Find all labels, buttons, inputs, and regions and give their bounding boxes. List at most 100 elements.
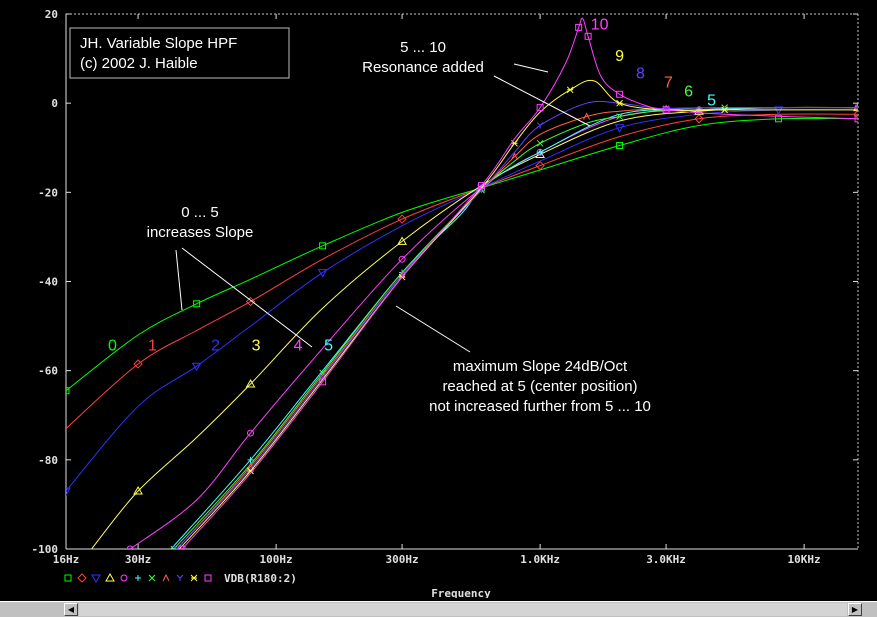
series-8 [173,99,858,549]
data-marker [319,242,327,250]
data-marker [535,149,545,158]
data-marker [120,574,128,582]
data-marker [176,574,184,581]
curve-label-5: 5 [324,338,333,355]
data-marker [170,545,178,549]
y-tick-label: -20 [38,186,58,199]
x-tick-label: 3.0KHz [646,553,686,566]
data-marker [77,573,87,583]
curve-label-1: 1 [148,338,157,355]
curve-label-5: 5 [707,92,716,109]
series-line [170,106,858,549]
data-marker [133,486,143,495]
series-line [173,106,858,549]
data-marker [397,214,407,224]
data-marker [190,574,198,582]
x-tick-label: 1.0KHz [520,553,560,566]
data-marker [247,456,254,463]
annotation-box-title [69,27,290,79]
data-marker [537,149,544,156]
data-marker [536,122,544,129]
series-5 [170,104,858,549]
data-marker [135,575,141,581]
series-9 [178,79,858,549]
leader-line [181,247,313,348]
annotation-resonance-line: 5 ... 10 [400,39,446,56]
curve-label-2: 2 [211,338,220,355]
annotation-maxslope-line: maximum Slope 24dB/Oct [453,358,628,375]
data-marker [133,359,143,369]
data-marker [536,104,544,112]
scroll-right-arrow-icon[interactable]: ▶ [848,603,862,616]
annotation-slope-line: increases Slope [147,224,254,241]
data-marker [64,574,72,582]
data-marker [398,270,406,279]
data-marker [614,124,625,133]
legend-trace-name: VDB(R180:2) [224,572,297,585]
data-marker [566,86,574,94]
series-line [66,117,858,392]
annotation-maxslope-line: not increased further from 5 ... 10 [429,398,651,415]
series-line [91,106,858,549]
leader-line [493,75,591,127]
data-marker [245,296,256,307]
annotation-resonance-line: Resonance added [362,59,484,76]
curve-label-10: 10 [591,17,609,34]
leader-line [513,63,549,73]
y-tick-label: 20 [45,8,58,21]
scroll-track[interactable] [79,603,847,616]
data-marker [245,379,256,388]
x-tick-label: 16Hz [53,553,80,566]
data-marker [478,182,486,190]
data-marker [616,90,624,98]
data-marker [178,545,186,549]
data-marker [584,32,592,40]
data-marker [535,160,545,171]
horizontal-scrollbar[interactable]: ◀ ▶ [0,601,877,617]
data-marker [662,106,670,114]
series-line [129,106,858,549]
series-1 [66,109,858,429]
series-6 [170,104,858,549]
y-tick-label: 0 [51,97,58,110]
series-line [66,113,858,429]
data-marker [853,109,858,120]
data-marker [854,104,858,111]
x-tick-label: 10KHz [788,553,821,566]
plot-frame [65,13,859,550]
series-line [178,79,858,549]
data-marker [616,113,623,120]
series-10 [178,17,858,549]
data-marker [317,269,328,278]
data-marker [126,545,134,549]
data-marker [193,300,201,308]
scroll-left-arrow-icon[interactable]: ◀ [64,603,78,616]
data-marker [105,572,115,582]
data-marker [148,574,156,582]
data-marker [162,573,170,582]
y-tick-label: -100 [32,543,59,556]
data-marker [397,236,407,245]
data-marker [247,462,254,470]
data-marker [536,139,544,147]
data-marker [721,106,728,114]
curve-label-9: 9 [615,48,624,65]
annotation-title-line: JH. Variable Slope HPF [80,35,237,52]
series-line [176,100,858,549]
x-axis-label: Frequency [431,587,491,598]
y-tick-label: -80 [38,454,58,467]
data-marker [66,387,70,395]
annotation-maxslope-line: reached at 5 (center position) [442,378,637,395]
curve-label-3: 3 [252,338,261,355]
series-line [181,17,858,549]
data-marker [191,362,202,372]
data-marker [854,115,858,123]
data-marker [319,378,327,386]
data-marker [854,103,858,111]
data-marker [616,99,623,107]
data-marker [66,487,71,497]
curve-label-8: 8 [636,66,645,83]
data-marker [91,574,101,584]
series-7 [176,103,858,549]
